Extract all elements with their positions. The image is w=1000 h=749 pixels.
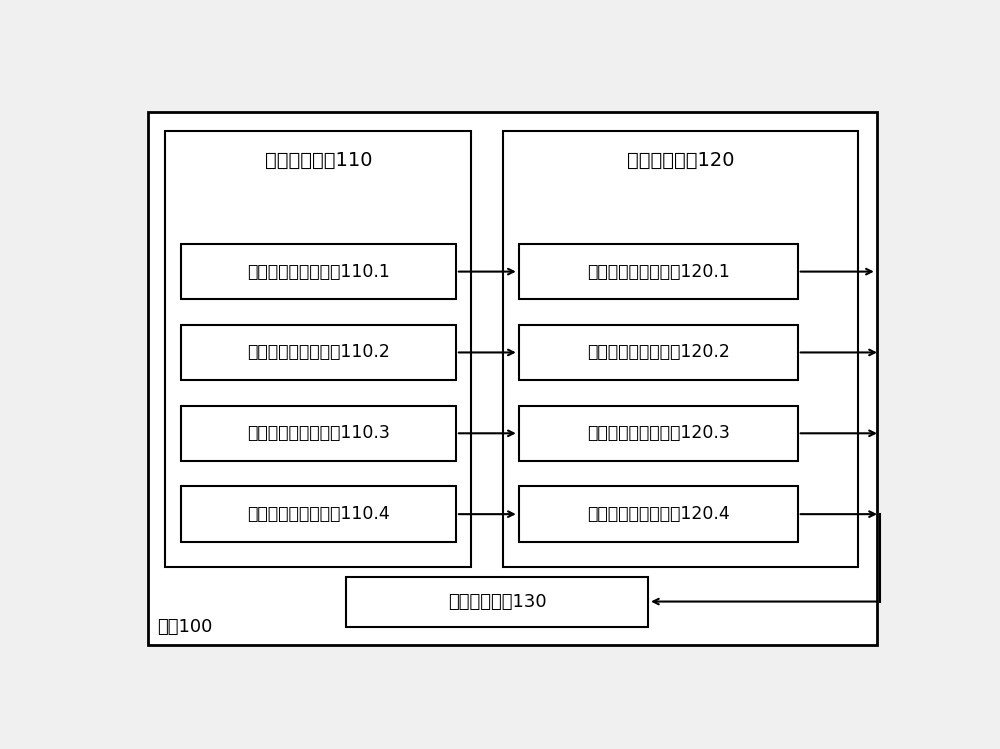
Text: 第四数据分析子模块120.4: 第四数据分析子模块120.4 (587, 505, 730, 523)
Text: 第一数据分析子模块120.1: 第一数据分析子模块120.1 (587, 263, 730, 281)
Text: 第四数据采集子模块110.4: 第四数据采集子模块110.4 (247, 505, 390, 523)
FancyBboxPatch shape (181, 325, 456, 380)
FancyBboxPatch shape (346, 577, 648, 627)
FancyBboxPatch shape (519, 405, 798, 461)
Text: 系统100: 系统100 (158, 618, 213, 636)
FancyBboxPatch shape (519, 486, 798, 542)
Text: 第三数据分析子模块120.3: 第三数据分析子模块120.3 (587, 424, 730, 443)
FancyBboxPatch shape (165, 132, 471, 566)
Text: 数据分析模块120: 数据分析模块120 (627, 151, 734, 170)
FancyBboxPatch shape (519, 325, 798, 380)
FancyBboxPatch shape (181, 486, 456, 542)
Text: 项目规划模块130: 项目规划模块130 (448, 592, 546, 610)
FancyBboxPatch shape (181, 244, 456, 300)
Text: 第三数据采集子模块110.3: 第三数据采集子模块110.3 (247, 424, 390, 443)
Text: 数据采集模块110: 数据采集模块110 (265, 151, 372, 170)
FancyBboxPatch shape (503, 132, 858, 566)
FancyBboxPatch shape (519, 244, 798, 300)
FancyBboxPatch shape (181, 405, 456, 461)
Text: 第二数据采集子模块110.2: 第二数据采集子模块110.2 (247, 344, 390, 362)
Text: 第一数据采集子模块110.1: 第一数据采集子模块110.1 (247, 263, 390, 281)
FancyBboxPatch shape (148, 112, 877, 645)
Text: 第二数据分析子模块120.2: 第二数据分析子模块120.2 (587, 344, 730, 362)
